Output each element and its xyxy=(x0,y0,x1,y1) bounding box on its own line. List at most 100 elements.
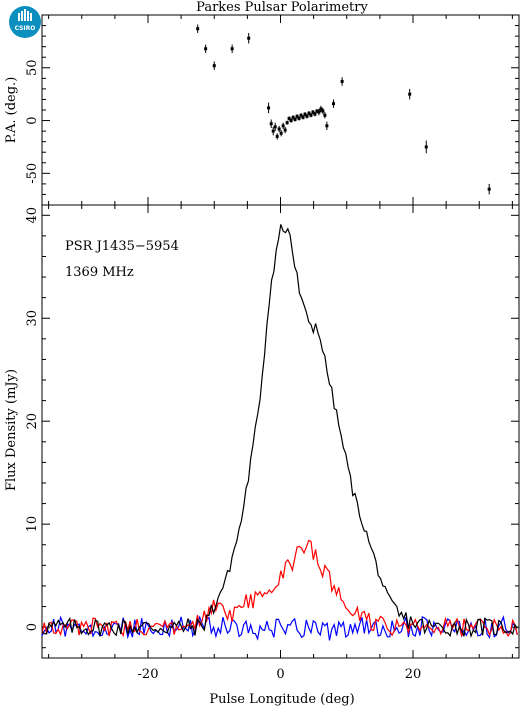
pa-marker xyxy=(295,114,299,118)
total-intensity-line xyxy=(41,224,518,639)
pa-panel: 50 0 -50 xyxy=(25,14,520,206)
pa-marker xyxy=(319,107,323,111)
pa-point xyxy=(317,108,321,116)
pa-point xyxy=(301,115,305,120)
pa-point xyxy=(273,122,277,132)
pa-marker xyxy=(309,113,313,117)
pa-marker xyxy=(267,106,271,110)
pa-point xyxy=(325,121,329,131)
flux-y-tick-label: 20 xyxy=(25,413,40,430)
pa-point xyxy=(289,118,293,123)
pa-marker xyxy=(323,113,327,117)
logo-text: CSIRO xyxy=(15,25,36,32)
pa-point xyxy=(287,116,291,121)
pa-marker xyxy=(299,113,303,117)
pa-point xyxy=(323,112,327,119)
pa-point xyxy=(309,113,313,118)
pa-point xyxy=(305,114,309,119)
pa-point xyxy=(271,126,275,136)
pa-point xyxy=(311,110,315,115)
pa-marker xyxy=(325,124,329,128)
pa-marker xyxy=(275,134,279,138)
pa-point xyxy=(269,119,273,128)
pa-marker xyxy=(293,118,297,121)
pa-marker xyxy=(204,47,208,51)
pa-marker xyxy=(311,110,315,114)
pa-marker xyxy=(291,115,295,119)
pa-marker xyxy=(285,121,289,125)
pa-point xyxy=(408,88,412,100)
pulsar-name-annotation: PSR J1435−5954 xyxy=(65,239,179,254)
pa-y-axis-label: P.A. (deg.) xyxy=(4,77,19,144)
x-axis-label: Pulse Longitude (deg) xyxy=(209,692,354,707)
frequency-annotation: 1369 MHz xyxy=(65,265,134,280)
pa-marker xyxy=(307,111,311,115)
pa-marker xyxy=(271,129,275,133)
pa-point xyxy=(291,115,295,120)
pa-marker xyxy=(287,116,291,120)
pa-point xyxy=(297,116,301,121)
pa-marker xyxy=(230,47,234,51)
pa-y-tick-label: 50 xyxy=(25,60,40,77)
pa-point xyxy=(247,32,251,44)
pa-marker xyxy=(424,145,428,149)
pa-marker xyxy=(289,119,293,123)
pa-point xyxy=(295,114,299,119)
pa-point xyxy=(285,120,289,125)
pa-marker xyxy=(315,109,319,113)
x-tick-label: 0 xyxy=(276,667,284,682)
pa-point xyxy=(313,112,317,117)
pa-point xyxy=(277,125,281,133)
flux-y-tick-label: 0 xyxy=(25,623,40,631)
pa-point xyxy=(267,102,271,114)
pa-frame xyxy=(41,14,520,206)
pa-point xyxy=(315,108,319,114)
flux-y-tick-label: 30 xyxy=(25,310,40,327)
flux-panel: 40 30 20 10 0 xyxy=(25,204,520,659)
pa-marker xyxy=(313,112,317,116)
pa-marker xyxy=(297,116,301,120)
pa-marker xyxy=(283,128,287,132)
flux-y-tick-label: 40 xyxy=(25,207,40,224)
pa-point xyxy=(196,24,200,33)
pa-marker xyxy=(212,64,216,68)
chart-title: Parkes Pulsar Polarimetry xyxy=(196,0,368,15)
x-tick-label: -20 xyxy=(138,667,159,682)
pa-point xyxy=(293,117,297,122)
pa-point xyxy=(204,44,208,53)
pa-point xyxy=(307,111,311,116)
pa-marker xyxy=(273,125,277,129)
x-tick-label: 20 xyxy=(405,667,422,682)
pa-point xyxy=(303,112,307,117)
pa-marker xyxy=(408,92,412,96)
pa-point xyxy=(283,126,287,134)
pa-marker xyxy=(487,187,491,191)
pa-point xyxy=(332,99,335,108)
pa-marker xyxy=(303,112,307,116)
pa-marker xyxy=(277,127,281,131)
flux-y-axis-label: Flux Density (mJy) xyxy=(4,369,19,491)
pa-marker xyxy=(301,115,305,119)
pa-point xyxy=(424,140,428,154)
pa-point xyxy=(275,133,279,140)
pa-y-tick-label: 0 xyxy=(25,116,40,124)
pa-marker xyxy=(196,27,200,31)
pa-marker xyxy=(321,109,325,113)
pa-point xyxy=(279,130,283,137)
flux-y-tick-label: 10 xyxy=(25,516,40,533)
pa-y-tick-label: -50 xyxy=(25,163,40,184)
pa-point xyxy=(299,113,303,118)
pa-marker xyxy=(317,110,321,114)
pa-point xyxy=(321,107,325,115)
pa-point xyxy=(340,77,344,86)
pa-point xyxy=(487,183,491,195)
pa-marker xyxy=(279,131,283,135)
pa-marker xyxy=(269,122,273,126)
pa-point xyxy=(281,122,285,129)
pa-marker xyxy=(305,114,309,118)
pa-point xyxy=(319,105,323,113)
pa-marker xyxy=(332,102,335,106)
csiro-logo: CSIRO xyxy=(9,6,41,38)
pa-marker xyxy=(281,124,285,128)
